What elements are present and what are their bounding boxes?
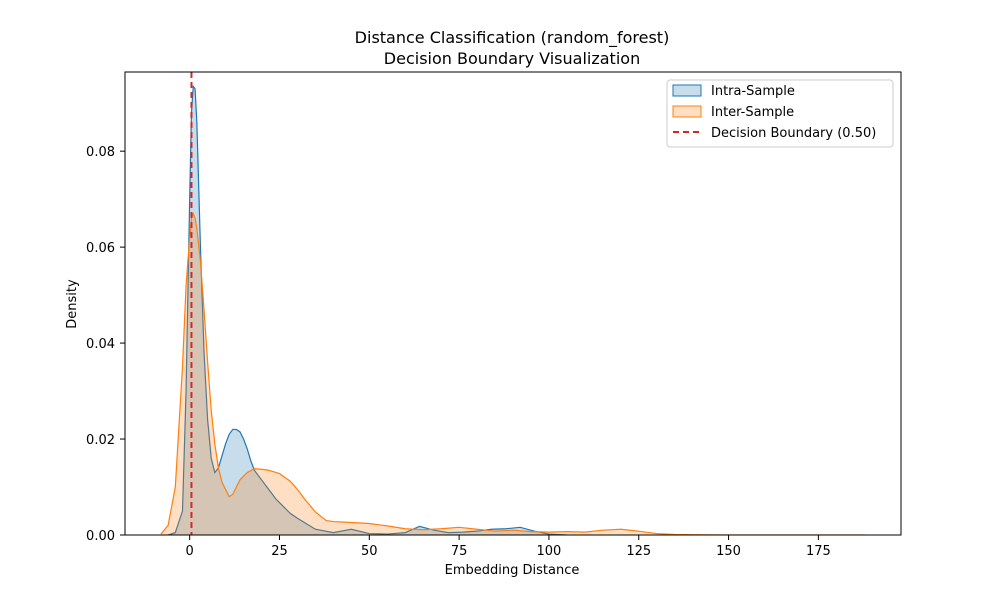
- legend-label-boundary: Decision Boundary (0.50): [711, 126, 876, 141]
- y-axis-label: Density: [65, 279, 80, 329]
- x-tick-label: 150: [716, 544, 741, 559]
- y-axis-ticks: 0.00 0.02 0.04 0.06 0.08: [86, 145, 125, 544]
- x-tick-label: 0: [186, 544, 194, 559]
- x-axis-label: Embedding Distance: [445, 563, 580, 578]
- axes-frame: [124, 71, 902, 536]
- y-tick-label: 0.02: [86, 433, 115, 448]
- chart-title: Distance Classification (random_forest): [355, 28, 670, 48]
- density-area-inter-sample: [160, 213, 866, 535]
- legend-label-intra: Intra-Sample: [711, 84, 795, 99]
- x-tick-label: 125: [626, 544, 651, 559]
- density-line-inter-sample: [160, 211, 866, 535]
- x-tick-label: 25: [271, 544, 288, 559]
- density-area-intra-sample: [168, 86, 567, 535]
- y-tick-label: 0.06: [86, 241, 115, 256]
- x-tick-label: 100: [537, 544, 562, 559]
- y-tick-label: 0.00: [86, 529, 115, 544]
- x-tick-label: 50: [361, 544, 378, 559]
- legend-label-inter: Inter-Sample: [711, 105, 794, 120]
- legend-box: [666, 79, 894, 148]
- density-line-intra-sample: [167, 84, 567, 535]
- x-tick-label: 75: [451, 544, 468, 559]
- series-layer: [160, 84, 866, 535]
- chart-subtitle: Decision Boundary Visualization: [384, 49, 640, 68]
- x-tick-label: 175: [806, 544, 831, 559]
- y-tick-label: 0.08: [86, 145, 115, 160]
- y-tick-label: 0.04: [86, 337, 115, 352]
- legend: Intra-Sample Inter-Sample Decision Bound…: [666, 79, 894, 148]
- x-axis-ticks: 0 25 50 75 100 125 150 175: [186, 535, 831, 559]
- legend-swatch-intra: [672, 84, 702, 97]
- legend-swatch-inter: [672, 105, 702, 118]
